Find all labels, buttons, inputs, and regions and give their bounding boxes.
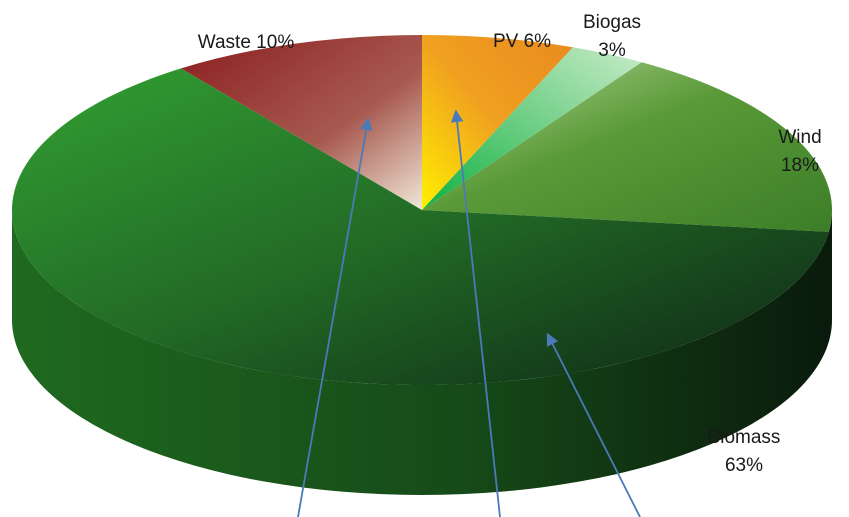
pie-side-band [12, 210, 832, 495]
data-label-waste: Waste 10% [198, 32, 295, 53]
data-label-biogas: Biogas 3% [583, 12, 641, 61]
data-label-wind: Wind 18% [778, 127, 821, 176]
pie-slice-waste [181, 35, 422, 210]
data-label-biomass: Biomass 63% [708, 427, 781, 476]
pie-slice-biomass [11, 68, 829, 385]
pie-slice-pv [422, 35, 573, 210]
data-label-pv: PV 6% [493, 31, 551, 52]
pie-slice-biogas [422, 47, 642, 210]
callout-arrow-biomass [546, 332, 641, 517]
callout-arrow-waste [297, 117, 373, 517]
pie-slice-wind [422, 62, 833, 232]
callout-arrow-pv [450, 109, 501, 517]
